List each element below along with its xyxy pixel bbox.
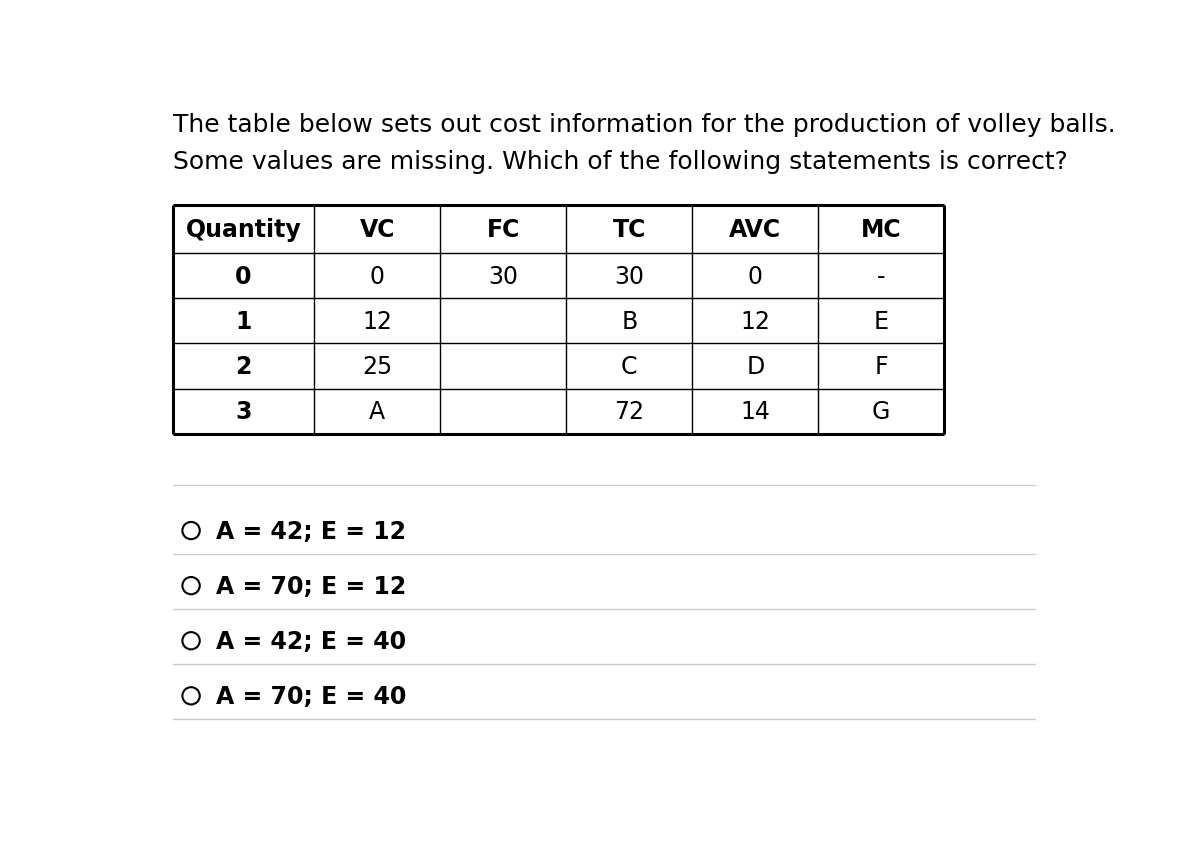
Text: Quantity: Quantity [186, 218, 302, 242]
Text: -: - [876, 264, 886, 288]
Text: 0: 0 [370, 264, 385, 288]
Text: 12: 12 [363, 309, 392, 333]
Text: 30: 30 [614, 264, 644, 288]
Text: 14: 14 [740, 400, 770, 424]
Text: 2: 2 [236, 355, 252, 379]
Text: E: E [874, 309, 888, 333]
Text: 25: 25 [362, 355, 392, 379]
Text: A = 42; E = 12: A = 42; E = 12 [216, 519, 405, 543]
Text: AVC: AVC [729, 218, 781, 242]
Text: A = 70; E = 40: A = 70; E = 40 [216, 684, 406, 708]
Text: A: A [369, 400, 385, 424]
Text: 1: 1 [236, 309, 252, 333]
Text: A = 42; E = 40: A = 42; E = 40 [216, 629, 406, 653]
Text: A = 70; E = 12: A = 70; E = 12 [216, 574, 406, 598]
Text: Some values are missing. Which of the following statements is correct?: Some values are missing. Which of the fo… [173, 151, 1067, 174]
Text: 12: 12 [740, 309, 770, 333]
Text: FC: FC [487, 218, 519, 242]
Text: VC: VC [359, 218, 395, 242]
Text: TC: TC [613, 218, 646, 242]
Text: The table below sets out cost information for the production of volley balls.: The table below sets out cost informatio… [173, 113, 1116, 136]
Text: 72: 72 [614, 400, 644, 424]
Text: C: C [621, 355, 637, 379]
Text: G: G [872, 400, 891, 424]
Text: 0: 0 [748, 264, 763, 288]
Text: B: B [621, 309, 637, 333]
Text: 0: 0 [236, 264, 252, 288]
Text: D: D [746, 355, 765, 379]
Text: 3: 3 [236, 400, 252, 424]
Text: F: F [874, 355, 888, 379]
Text: 30: 30 [489, 264, 518, 288]
Text: MC: MC [861, 218, 901, 242]
